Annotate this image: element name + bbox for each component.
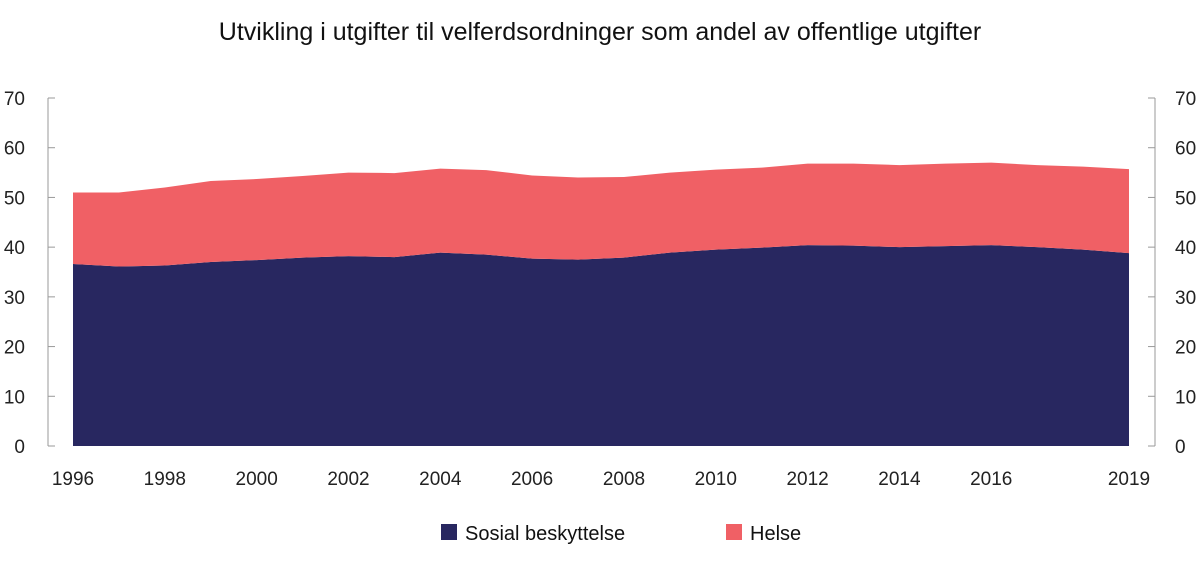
right-y-tick-label: 10 [1175,387,1196,408]
left-y-tick-label: 0 [14,437,25,458]
left-y-tick-label: 40 [4,238,25,259]
right-y-tick-label: 20 [1175,338,1196,359]
right-y-tick-label: 30 [1175,288,1196,309]
left-y-tick-label: 20 [4,338,25,359]
legend: Sosial beskyttelse Helse [441,523,801,545]
left-y-tick-label: 10 [4,387,25,408]
x-tick-label: 2004 [419,469,462,490]
x-tick-label: 2000 [236,469,278,490]
x-tick-label: 2016 [970,469,1012,490]
left-y-tick-label: 60 [4,139,25,160]
left-y-tick-label: 70 [4,89,25,110]
legend-label-helse: Helse [750,523,801,545]
right-y-tick-label: 50 [1175,188,1196,209]
legend-swatch-helse [726,524,742,540]
x-tick-label: 2019 [1108,469,1150,490]
right-y-axis: 0 10 20 30 40 50 60 70 [1148,89,1196,458]
plot-areas [73,162,1129,446]
left-y-tick-label: 30 [4,288,25,309]
left-y-axis: 0 10 20 30 40 50 60 70 [4,89,55,458]
area-series-sosial-beskyttelse [73,245,1129,446]
right-y-tick-label: 40 [1175,238,1196,259]
area-series-helse [73,162,1129,267]
x-tick-label: 2006 [511,469,553,490]
legend-swatch-sosial-beskyttelse [441,524,457,540]
right-y-tick-label: 70 [1175,89,1196,110]
chart-title: Utvikling i utgifter til velferdsordning… [219,18,981,46]
legend-label-sosial-beskyttelse: Sosial beskyttelse [465,523,625,545]
right-y-tick-label: 0 [1175,437,1186,458]
left-y-tick-label: 50 [4,188,25,209]
x-tick-label: 2002 [327,469,369,490]
x-tick-label: 2014 [878,469,921,490]
x-tick-label: 2008 [603,469,645,490]
x-tick-label: 2012 [786,469,828,490]
x-tick-label: 2010 [695,469,737,490]
x-axis: 1996 1998 2000 2002 2004 2006 2008 2010 2012 2014… [52,469,1150,490]
x-tick-label: 1996 [52,469,94,490]
x-tick-label: 1998 [144,469,186,490]
right-y-tick-label: 60 [1175,139,1196,160]
